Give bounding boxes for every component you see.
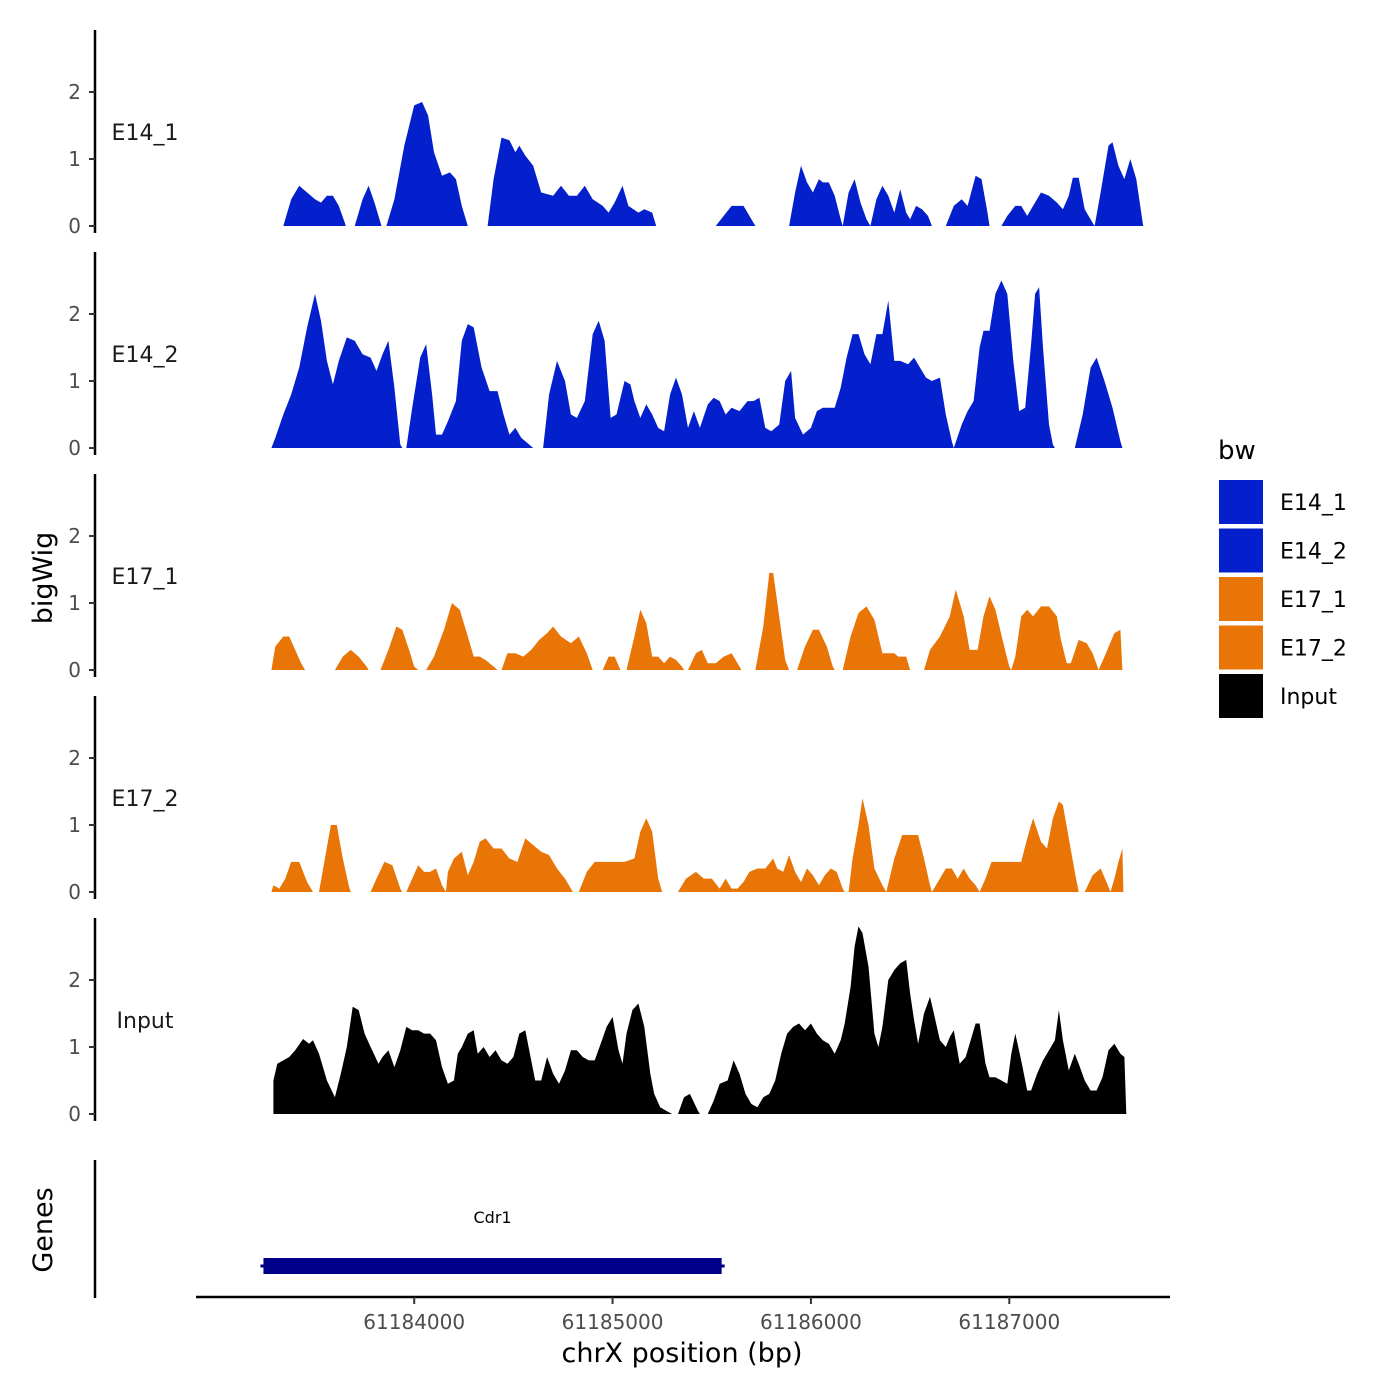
x-tick-label: 61185000 [562,1310,664,1334]
area-E14_1 [283,102,1144,226]
legend-label: E14_1 [1280,491,1347,516]
track-label: Input [117,1009,174,1034]
legend-label: E17_1 [1280,588,1347,613]
y-tick-label: 0 [68,436,81,460]
y-tick-label: 1 [68,1035,81,1059]
y-tick-label: 0 [68,1102,81,1126]
track-E14_1: 0 1 2 E14_1 [68,30,1144,238]
y-tick-label: 0 [68,880,81,904]
legend-key-E17_2 [1219,625,1263,670]
legend-key-E17_1 [1219,577,1263,621]
y-tick-label: 2 [68,524,81,548]
y-tick-label: 1 [68,591,81,615]
track-E17_2: 0 1 2 E17_2 [68,696,1124,904]
x-tick-label: 61187000 [958,1310,1060,1334]
y-tick-label: 0 [68,658,81,682]
y-tick-label: 1 [68,369,81,393]
y-tick-label: 1 [68,813,81,837]
y-tick-label: 0 [68,214,81,238]
x-axis: 61184000 61185000 61186000 61187000 [196,1295,1170,1334]
track-label: E17_2 [112,787,179,812]
track-E17_1: 0 1 2 E17_1 [68,474,1123,682]
x-tick-label: 61186000 [760,1310,862,1334]
legend: bw E14_1 E14_2 E17_1 E17_2 Input [1218,436,1347,718]
track-Input: 0 1 2 Input [68,918,1127,1126]
y-tick-label: 2 [68,302,81,326]
track-label: E17_1 [112,565,179,590]
y-tick-label: 2 [68,968,81,992]
legend-label: Input [1280,685,1337,710]
legend-key-Input [1219,674,1263,718]
y-axis-title: bigWig [28,532,59,625]
x-axis-title: chrX position (bp) [561,1338,802,1369]
gene-label: Cdr1 [474,1208,512,1227]
area-E17_2 [271,798,1124,892]
legend-label: E17_2 [1280,637,1347,662]
y-tick-label: 1 [68,147,81,171]
area-Input [273,926,1127,1114]
track-label: E14_2 [112,343,179,368]
bigwig-tracks: 0 1 2 E14_1 0 1 2 E14_2 0 1 2 E17_1 0 1 2 E17_2 0 1 2 Input [68,30,1144,1126]
legend-label: E14_2 [1280,540,1347,565]
area-E14_2 [271,280,1123,448]
gene-panel: Cdr1 [93,1160,725,1298]
x-tick-label: 61184000 [363,1310,465,1334]
track-label: E14_1 [112,121,179,146]
legend-key-E14_1 [1219,480,1263,524]
y-tick-label: 2 [68,80,81,104]
legend-title: bw [1218,436,1256,466]
legend-key-E14_2 [1219,528,1263,573]
gene-panel-title: Genes [28,1187,59,1272]
y-tick-label: 2 [68,746,81,770]
track-E14_2: 0 1 2 E14_2 [68,252,1123,460]
area-E17_1 [271,572,1123,670]
